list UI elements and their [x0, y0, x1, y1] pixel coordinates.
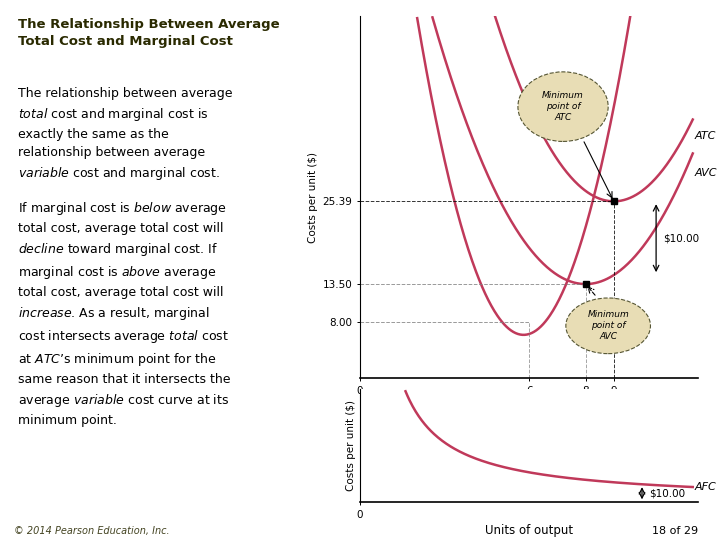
Text: AFC: AFC	[694, 482, 716, 491]
Text: Minimum
point of
ATC: Minimum point of ATC	[542, 91, 584, 122]
Text: 18 of 29: 18 of 29	[652, 525, 698, 536]
Text: ATC: ATC	[694, 131, 716, 141]
Y-axis label: Costs per unit ($): Costs per unit ($)	[308, 152, 318, 242]
Text: The Relationship Between Average
Total Cost and Marginal Cost: The Relationship Between Average Total C…	[18, 18, 279, 48]
Ellipse shape	[566, 298, 650, 354]
Y-axis label: Costs per unit ($): Costs per unit ($)	[346, 400, 356, 491]
Text: $10.00: $10.00	[663, 233, 699, 243]
Text: The relationship between average
$\it{total}$ cost and marginal cost is
exactly : The relationship between average $\it{to…	[18, 87, 233, 183]
Text: If marginal cost is $\it{below}$ average
total cost, average total cost will
$\i: If marginal cost is $\it{below}$ average…	[18, 200, 230, 427]
Ellipse shape	[518, 72, 608, 141]
Text: © 2014 Pearson Education, Inc.: © 2014 Pearson Education, Inc.	[14, 525, 170, 536]
X-axis label: Units of output: Units of output	[485, 524, 573, 537]
Text: Minimum
point of
AVC: Minimum point of AVC	[588, 310, 629, 341]
Text: AVC: AVC	[694, 168, 716, 178]
Text: $10.00: $10.00	[649, 488, 685, 498]
